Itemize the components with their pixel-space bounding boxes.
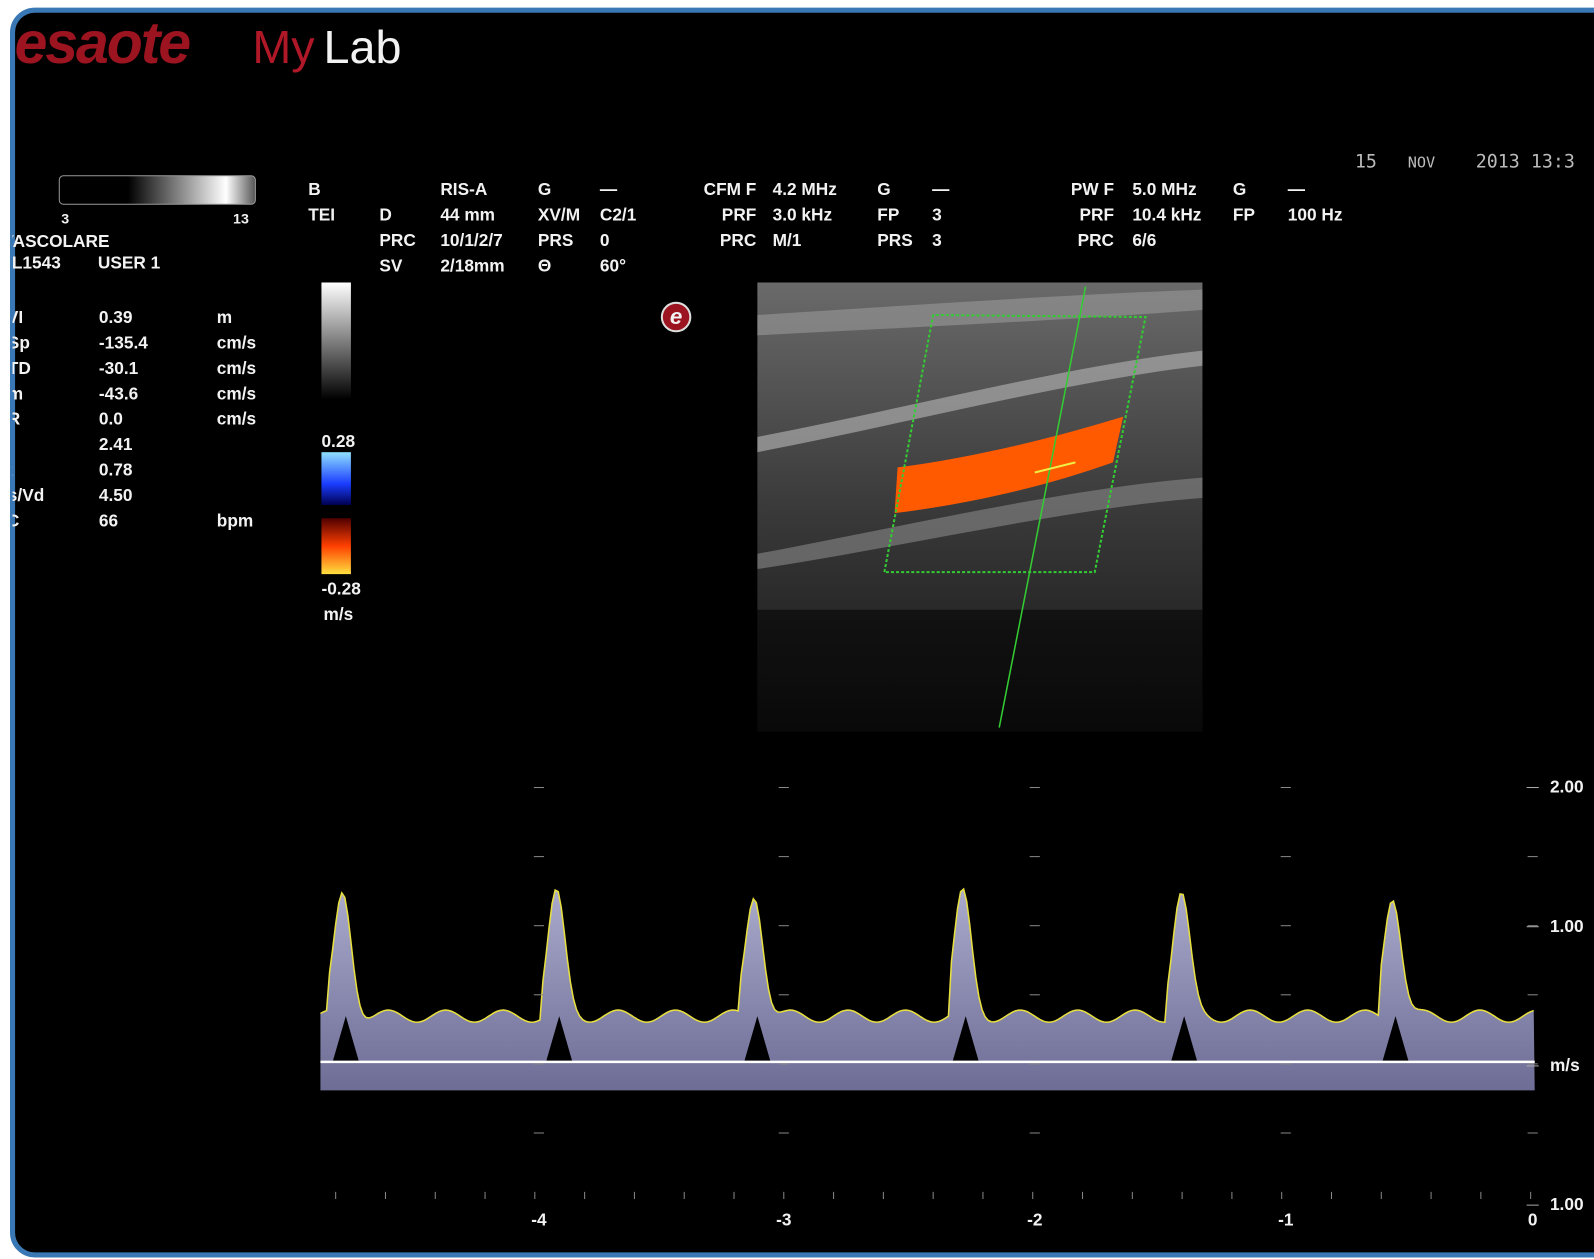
parameter: FP <box>877 205 899 225</box>
preset-user: USER 1 <box>98 252 161 272</box>
gain-bar <box>59 176 255 204</box>
parameter: SV <box>379 255 403 275</box>
parameter: 3 <box>932 230 942 250</box>
measure-value: 2.41 <box>99 434 133 454</box>
logo-product-prefix: My <box>252 21 315 73</box>
velocity-label: 1.00 <box>1550 916 1584 936</box>
gain-min: 3 <box>61 212 69 228</box>
time-label: -3 <box>776 1209 791 1229</box>
parameter: B <box>308 179 320 199</box>
date-day: 15 <box>1355 152 1377 173</box>
parameter: PW F <box>1071 179 1114 199</box>
parameter: 2/18mm <box>440 255 504 275</box>
parameter: PRS <box>538 230 574 250</box>
parameter: 60° <box>600 255 626 275</box>
measure-unit: cm/s <box>217 409 256 429</box>
parameter: 4.2 MHz <box>773 179 838 199</box>
measure-value: -30.1 <box>99 358 139 378</box>
preset-probe: SL1543 <box>0 252 60 272</box>
parameter: PRF <box>1079 205 1114 225</box>
parameter: 44 mm <box>440 205 495 225</box>
date-year-time: 2013 13:3 <box>1476 152 1575 173</box>
parameter: 10/1/2/7 <box>440 230 502 250</box>
color-scale-min: -0.28 <box>321 578 361 598</box>
parameter: PRS <box>877 230 913 250</box>
color-scale-max: 0.28 <box>321 431 355 451</box>
gain-max: 13 <box>233 212 249 228</box>
color-bar-blue <box>321 452 350 505</box>
time-label: 0 <box>1528 1209 1538 1229</box>
measure-name: VSp <box>0 333 30 353</box>
color-scale-unit: m/s <box>323 604 353 624</box>
parameter: PRC <box>379 230 415 250</box>
parameter: — <box>600 179 618 199</box>
measure-unit: cm/s <box>217 383 256 403</box>
date-month: NOV <box>1408 154 1436 172</box>
color-bar-red <box>321 518 350 574</box>
parameter: 3 <box>932 205 942 225</box>
time-label: -1 <box>1278 1209 1294 1229</box>
parameter: — <box>932 179 950 199</box>
preset-application: VASCOLARE <box>2 231 109 251</box>
measure-name: FC <box>0 510 19 530</box>
parameter: C2/1 <box>600 205 637 225</box>
parameter: D <box>379 205 391 225</box>
parameter: 5.0 MHz <box>1132 179 1197 199</box>
parameter: — <box>1288 179 1306 199</box>
parameter: 3.0 kHz <box>773 205 833 225</box>
deep-shadow <box>757 610 1202 732</box>
measure-value: 4.50 <box>99 485 133 505</box>
parameter: RIS-A <box>440 179 488 199</box>
parameter: G <box>538 179 551 199</box>
parameter: Θ <box>538 255 551 275</box>
measure-value: 0.0 <box>99 409 123 429</box>
measure-unit: cm/s <box>217 333 256 353</box>
velocity-label: 1.00 <box>1550 1194 1584 1214</box>
parameter: XV/M <box>538 205 580 225</box>
measure-unit: m <box>217 307 232 327</box>
ultrasound-screen: esaote My Lab 15 NOV 2013 13:3 3 13 VASC… <box>0 0 1594 1259</box>
parameter: PRF <box>722 205 757 225</box>
logo-product: Lab <box>323 21 401 73</box>
parameter: CFM F <box>704 179 757 199</box>
parameter: G <box>877 179 890 199</box>
measure-value: -43.6 <box>99 383 138 403</box>
parameter: PRC <box>720 230 756 250</box>
parameter: TEI <box>308 205 335 225</box>
parameter: M/1 <box>773 230 802 250</box>
velocity-label: 2.00 <box>1550 777 1584 797</box>
time-label: -4 <box>531 1209 547 1229</box>
parameter: FP <box>1233 205 1255 225</box>
measure-value: -135.4 <box>99 333 148 353</box>
measure-value: 0.78 <box>99 460 133 480</box>
velocity-label: m/s <box>1550 1055 1580 1075</box>
parameter: PRC <box>1078 230 1114 250</box>
measure-value: 66 <box>99 510 118 530</box>
gray-scale-bar <box>321 282 350 399</box>
logo-brand: esaote <box>15 11 191 76</box>
measure-value: 0.39 <box>99 307 133 327</box>
measure-name: Vs/Vd <box>0 485 44 505</box>
bmode-image <box>757 282 1202 731</box>
parameter: 6/6 <box>1132 230 1156 250</box>
parameter: G <box>1233 179 1246 199</box>
parameter: 10.4 kHz <box>1132 205 1201 225</box>
parameter: 0 <box>600 230 610 250</box>
measure-unit: cm/s <box>217 358 256 378</box>
measure-unit: bpm <box>217 510 253 530</box>
parameter: 100 Hz <box>1288 205 1343 225</box>
logo-icon: e <box>670 304 682 329</box>
time-label: -2 <box>1027 1209 1042 1229</box>
measure-name: VTD <box>0 358 31 378</box>
